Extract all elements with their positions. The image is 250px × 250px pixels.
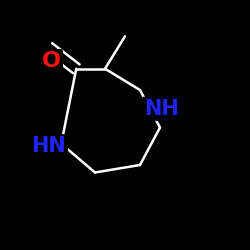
Text: HN: HN xyxy=(32,136,66,156)
Text: NH: NH xyxy=(144,99,178,119)
Text: O: O xyxy=(42,51,61,71)
